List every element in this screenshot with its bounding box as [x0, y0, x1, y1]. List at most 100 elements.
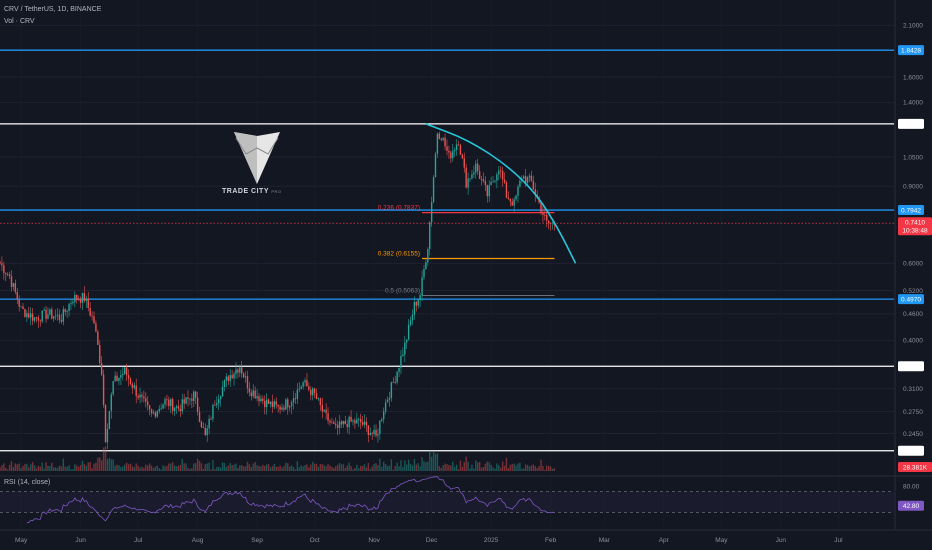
candle-body	[501, 170, 504, 180]
candle-body	[419, 295, 421, 300]
volume-bar	[3, 463, 5, 471]
volume-bar	[0, 467, 1, 471]
level-badge-label: 1.2502	[901, 121, 921, 128]
candle-body	[210, 418, 212, 420]
price-tick-label: 1.4000	[903, 100, 923, 107]
candle-body	[5, 272, 7, 275]
candle-body	[336, 424, 339, 428]
volume-bar	[432, 450, 435, 471]
volume-bar	[250, 467, 253, 471]
volume-bar	[104, 446, 107, 471]
candle-body	[102, 374, 105, 405]
candle-body	[496, 174, 498, 181]
volume-bar	[386, 465, 389, 471]
volume-bar	[421, 457, 423, 471]
volume-bar	[8, 464, 11, 471]
candle-body	[503, 179, 506, 183]
volume-bar	[427, 461, 429, 471]
candle-body	[177, 406, 180, 409]
volume-bar	[58, 465, 61, 471]
candle-body	[505, 182, 508, 198]
volume-bar	[500, 467, 502, 471]
candle-body	[122, 373, 124, 376]
volume-legend[interactable]: Vol · CRV	[4, 18, 35, 25]
candle-body	[530, 175, 533, 181]
symbol-legend[interactable]: CRV / TetherUS, 1D, BINANCE	[4, 6, 102, 13]
volume-bar	[400, 460, 402, 471]
candle-body	[304, 380, 306, 383]
candle-body	[549, 223, 552, 224]
candle-body	[476, 163, 479, 172]
volume-bar	[267, 464, 270, 471]
candle-body	[256, 396, 258, 399]
volume-bar	[143, 467, 145, 471]
rsi-legend[interactable]: RSI (14, close)	[4, 479, 51, 486]
volume-bar	[371, 466, 373, 471]
candle-body	[214, 404, 216, 406]
candle-body	[302, 382, 304, 387]
volume-bar	[18, 463, 20, 471]
volume-bar	[223, 463, 226, 471]
candle-body	[415, 301, 418, 306]
candle-body	[185, 397, 187, 404]
volume-bars	[0, 446, 556, 471]
volume-bar	[382, 461, 385, 471]
candle-body	[239, 367, 241, 373]
level-badge-label: 0.2237	[901, 448, 921, 455]
volume-bar	[457, 469, 460, 471]
volume-bar	[331, 466, 333, 471]
candle-body	[10, 276, 13, 287]
candle-body	[262, 398, 264, 401]
volume-bar	[100, 460, 103, 471]
candle-body	[534, 189, 536, 195]
volume-bar	[429, 450, 431, 471]
volume-bar	[160, 469, 162, 471]
volume-bar	[340, 464, 343, 471]
time-axis[interactable]: May Jun Jul Aug Sep Oct Nov Dec 2025 Feb Mar Apr May…	[0, 529, 932, 544]
volume-bar	[133, 467, 135, 471]
candle-body	[425, 262, 427, 269]
volume-bar	[56, 468, 59, 471]
candle-body	[384, 402, 387, 412]
candle-body	[35, 317, 38, 319]
candle-body	[129, 378, 132, 385]
volume-bar	[91, 468, 93, 471]
volume-bar	[524, 464, 527, 471]
candle-body	[106, 428, 109, 443]
candle-body	[350, 416, 352, 422]
candle-body	[283, 407, 285, 410]
candle-body	[231, 375, 233, 379]
candle-body	[342, 420, 345, 425]
volume-bar	[12, 467, 15, 471]
volume-bar	[455, 464, 458, 471]
volume-bar	[384, 463, 387, 471]
candle-body	[528, 175, 531, 178]
volume-bar	[271, 466, 274, 471]
volume-bar	[64, 466, 66, 471]
price-tick-label: 2.1000	[903, 23, 923, 30]
volume-bar	[99, 457, 101, 471]
volume-bar	[546, 465, 548, 471]
volume-bar	[507, 467, 510, 471]
volume-bar	[436, 453, 439, 471]
volume-bar	[112, 459, 114, 471]
volume-bar	[530, 465, 533, 471]
volume-bar	[526, 464, 529, 471]
volume-bar	[434, 453, 437, 471]
candle-body	[358, 418, 360, 420]
candle-body	[252, 390, 254, 397]
volume-bar	[114, 465, 116, 471]
volume-bar	[194, 463, 197, 471]
price-axis[interactable]: 2.1000 1.6000 1.4000 1.0500 0.9000 0.6000 0.52…	[894, 0, 932, 530]
volume-bar	[187, 467, 189, 471]
volume-bar	[16, 464, 18, 471]
volume-bar	[62, 458, 65, 471]
candle-body	[28, 313, 30, 318]
candle-body	[154, 412, 157, 417]
volume-bar	[521, 468, 523, 471]
candle-body	[473, 172, 475, 175]
candle-body	[287, 399, 289, 408]
candle-body	[371, 433, 373, 434]
candle-body	[382, 411, 385, 420]
